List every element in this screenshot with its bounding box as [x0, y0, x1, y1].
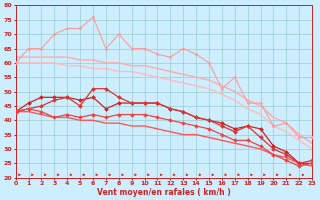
X-axis label: Vent moyen/en rafales ( km/h ): Vent moyen/en rafales ( km/h )	[97, 188, 231, 197]
